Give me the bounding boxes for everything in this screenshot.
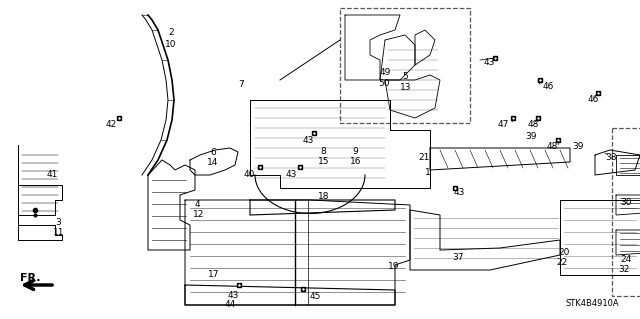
- Text: 39: 39: [572, 142, 584, 151]
- Text: 47: 47: [498, 120, 509, 129]
- Text: 40: 40: [244, 170, 255, 179]
- Text: STK4B4910A: STK4B4910A: [565, 299, 619, 308]
- Text: 19: 19: [388, 262, 399, 271]
- Text: 8: 8: [320, 147, 326, 156]
- Text: 49: 49: [380, 68, 392, 77]
- Text: 15: 15: [318, 157, 330, 166]
- Text: 7: 7: [238, 80, 244, 89]
- Text: 46: 46: [543, 82, 554, 91]
- Text: 13: 13: [400, 83, 412, 92]
- Text: 4: 4: [195, 200, 200, 209]
- Text: 38: 38: [605, 153, 616, 162]
- Text: 39: 39: [525, 132, 536, 141]
- Text: 43: 43: [303, 136, 314, 145]
- Bar: [340, 8, 470, 123]
- Text: 24: 24: [620, 255, 631, 264]
- Text: 14: 14: [207, 158, 218, 167]
- Text: 48: 48: [528, 120, 540, 129]
- Text: 21: 21: [418, 153, 429, 162]
- Text: 22: 22: [556, 258, 567, 267]
- Text: 5: 5: [402, 72, 408, 81]
- Text: 1: 1: [425, 168, 431, 177]
- Text: 2: 2: [168, 28, 173, 37]
- Text: 30: 30: [620, 198, 632, 207]
- Text: 41: 41: [47, 170, 58, 179]
- Text: 48: 48: [547, 142, 558, 151]
- Text: 43: 43: [454, 188, 465, 197]
- Text: 42: 42: [106, 120, 117, 129]
- Text: 50: 50: [378, 79, 390, 88]
- Text: 9: 9: [352, 147, 358, 156]
- Text: 46: 46: [588, 95, 600, 104]
- Text: 20: 20: [558, 248, 570, 257]
- Text: 43: 43: [228, 291, 239, 300]
- Text: FR.: FR.: [20, 273, 40, 283]
- Text: 10: 10: [165, 40, 177, 49]
- Text: 6: 6: [210, 148, 216, 157]
- Text: 11: 11: [53, 228, 65, 237]
- Text: 45: 45: [310, 292, 321, 301]
- Text: 44: 44: [225, 300, 236, 309]
- Text: 43: 43: [286, 170, 298, 179]
- Text: 32: 32: [618, 265, 629, 274]
- Text: 18: 18: [318, 192, 330, 201]
- Text: 3: 3: [55, 218, 61, 227]
- Text: 12: 12: [193, 210, 204, 219]
- Text: 17: 17: [208, 270, 220, 279]
- Text: 16: 16: [350, 157, 362, 166]
- Text: 43: 43: [484, 58, 495, 67]
- Bar: [612, 128, 640, 296]
- Text: 37: 37: [452, 253, 463, 262]
